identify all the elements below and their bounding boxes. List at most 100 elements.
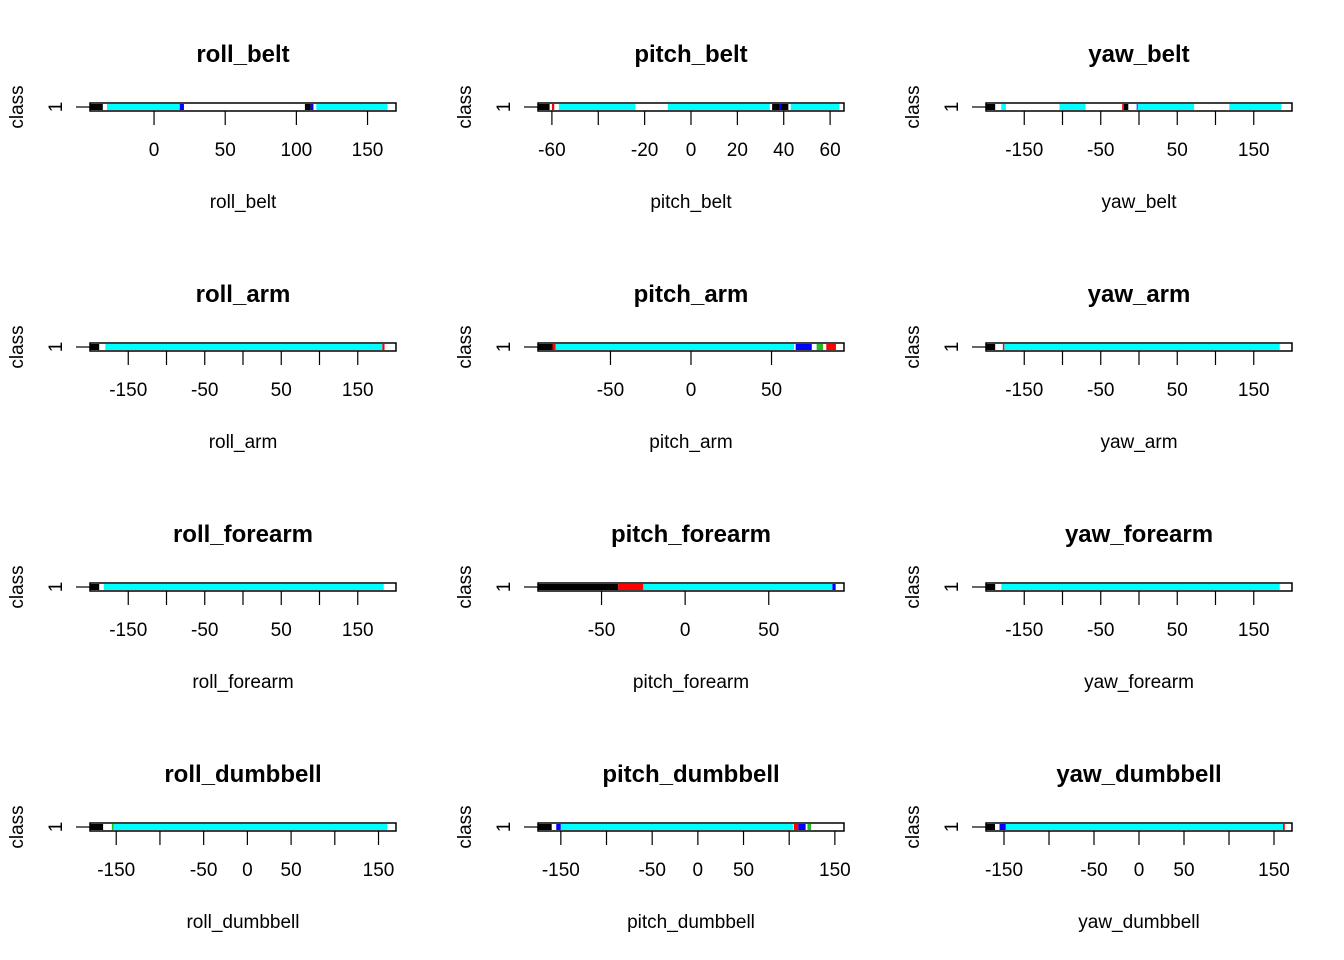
- x-tick-label: 50: [758, 620, 779, 641]
- y-tick-label: 1: [494, 822, 515, 833]
- x-tick-label: 20: [727, 140, 748, 161]
- y-axis-label: class: [455, 325, 476, 368]
- x-tick-label: 150: [363, 860, 395, 881]
- data-strip-series-1-0: [793, 824, 799, 830]
- y-tick-label: 1: [46, 582, 67, 593]
- x-tick-label: -50: [588, 620, 615, 641]
- data-strip-series-0-0: [538, 824, 552, 830]
- data-strip-series-3-0: [107, 104, 180, 110]
- x-tick-label: 50: [1167, 140, 1188, 161]
- y-axis-label: class: [455, 805, 476, 848]
- panel-title: pitch_forearm: [611, 521, 771, 548]
- y-tick-label: 1: [942, 822, 963, 833]
- y-tick-label: 1: [46, 342, 67, 353]
- data-strip-series-3-0: [643, 584, 833, 590]
- data-strip-series-3-1: [667, 104, 770, 110]
- x-tick-label: 0: [693, 860, 704, 881]
- x-tick-label: 50: [271, 620, 292, 641]
- data-strip-series-1-0: [1002, 344, 1005, 350]
- data-strip-series-0-0: [538, 104, 550, 110]
- x-axis-label: roll_arm: [209, 432, 278, 453]
- x-tick-label: 150: [352, 140, 384, 161]
- y-tick-label: 1: [942, 582, 963, 593]
- x-tick-label: 50: [733, 860, 754, 881]
- data-strip-series-3-2: [1137, 104, 1195, 110]
- y-axis-label: class: [7, 85, 28, 128]
- plot-frame: [89, 822, 397, 832]
- data-strip-series-0-0: [90, 104, 103, 110]
- data-strip-series-0-0: [90, 584, 100, 590]
- data-strip-series-4-0: [555, 344, 795, 350]
- x-tick-label: -150: [1005, 140, 1043, 161]
- x-tick-label: -60: [538, 140, 565, 161]
- data-strip-series-3-0: [1005, 824, 1283, 830]
- data-strip-series-3-0: [105, 344, 383, 350]
- panel-title: yaw_belt: [1088, 41, 1189, 68]
- data-strip-series-2-1: [556, 824, 561, 830]
- x-tick-label: 50: [761, 380, 782, 401]
- panel-title: roll_forearm: [173, 521, 313, 548]
- x-tick-label: 60: [820, 140, 841, 161]
- x-tick-label: -150: [109, 380, 147, 401]
- panel-title: yaw_arm: [1088, 281, 1191, 308]
- data-strip-series-0-0: [538, 344, 553, 350]
- data-strip-series-3-1: [1059, 104, 1086, 110]
- y-axis-label: class: [7, 325, 28, 368]
- data-strip-series-0-0: [538, 584, 619, 590]
- panel-title: roll_dumbbell: [164, 761, 321, 788]
- x-tick-label: -50: [190, 860, 217, 881]
- x-tick-label: 50: [281, 860, 302, 881]
- data-strip-series-1-0: [111, 824, 114, 830]
- x-tick-label: 100: [281, 140, 313, 161]
- y-tick-label: 1: [46, 822, 67, 833]
- data-strip-series-3-0: [113, 824, 388, 830]
- data-strip-series-3-0: [1001, 104, 1006, 110]
- y-tick-label: 1: [46, 102, 67, 113]
- x-tick-label: 50: [1173, 860, 1194, 881]
- data-strip-series-3-0: [558, 104, 636, 110]
- data-strip-series-1-0: [552, 344, 556, 350]
- x-tick-label: 0: [1134, 860, 1145, 881]
- data-strip-series-2-0: [798, 824, 806, 830]
- data-strip-series-2-0: [832, 584, 836, 590]
- x-tick-label: 150: [342, 620, 374, 641]
- x-tick-label: 50: [1167, 620, 1188, 641]
- x-tick-label: -150: [985, 860, 1023, 881]
- x-tick-label: 150: [1238, 380, 1270, 401]
- data-strip-series-0-0: [90, 344, 100, 350]
- data-strip-series-4-0: [560, 824, 793, 830]
- x-tick-label: 150: [342, 380, 374, 401]
- data-strip-series-1-0: [179, 104, 184, 110]
- x-tick-label: 0: [686, 140, 697, 161]
- x-axis-label: pitch_arm: [649, 432, 732, 453]
- data-strip-series-3-0: [807, 824, 812, 830]
- x-tick-label: -50: [191, 620, 218, 641]
- x-tick-label: -50: [1087, 140, 1114, 161]
- x-tick-label: 0: [686, 380, 697, 401]
- data-strip-series-2-1: [816, 344, 824, 350]
- data-strip-series-1-0: [999, 824, 1006, 830]
- y-tick-label: 1: [494, 342, 515, 353]
- plot-frame: [89, 102, 397, 112]
- x-tick-label: -50: [1087, 620, 1114, 641]
- y-tick-label: 1: [942, 342, 963, 353]
- x-axis-label: pitch_dumbbell: [627, 912, 755, 933]
- y-axis-label: class: [903, 325, 924, 368]
- data-strip-series-2-0: [779, 104, 782, 110]
- x-axis-label: pitch_belt: [650, 192, 732, 213]
- data-strip-series-0-1: [1123, 104, 1129, 110]
- data-strip-series-0-0: [986, 344, 996, 350]
- data-strip-series-1-0: [551, 104, 555, 110]
- x-tick-label: -50: [1087, 380, 1114, 401]
- panel-title: roll_arm: [196, 281, 291, 308]
- data-strip-series-1-1: [310, 104, 314, 110]
- x-tick-label: 150: [819, 860, 851, 881]
- x-axis-label: roll_dumbbell: [186, 912, 299, 933]
